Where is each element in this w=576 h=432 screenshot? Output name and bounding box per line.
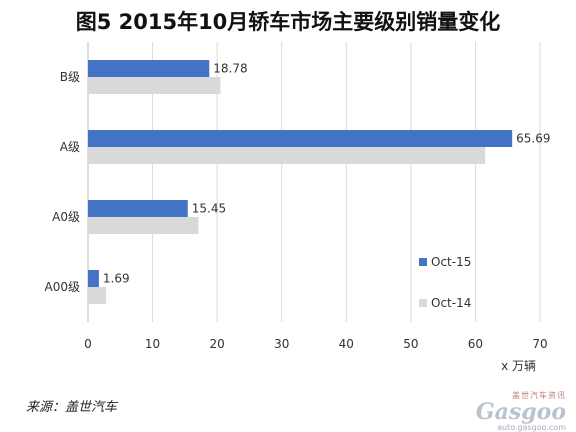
category-label: B级: [60, 70, 80, 84]
legend-label: Oct-15: [431, 255, 471, 269]
data-label: 1.69: [103, 272, 130, 286]
x-tick-label: 10: [145, 337, 160, 351]
bars: [88, 60, 513, 304]
data-labels: 18.78 65.69 15.45 1.69: [103, 62, 551, 286]
legend-swatch: [419, 258, 427, 266]
bar-oct15: [88, 270, 99, 287]
chart-title: 图5 2015年10月轿车市场主要级别销量变化: [75, 10, 501, 34]
watermark-url: auto.gasgoo.com: [497, 423, 566, 432]
x-tick-label: 40: [339, 337, 354, 351]
watermark-logo: Gasgoo: [475, 399, 566, 425]
x-tick-labels: 0 10 20 30 40 50 60 70: [84, 337, 547, 351]
legend-swatch: [419, 299, 427, 307]
source-note: 来源：盖世汽车: [26, 400, 118, 415]
data-label: 15.45: [192, 202, 226, 216]
bar-oct15: [88, 60, 210, 77]
bar-oct14: [88, 77, 221, 94]
category-labels: B级 A级 A0级 A00级: [45, 70, 80, 294]
x-tick-label: 0: [84, 337, 92, 351]
x-tick-label: 70: [532, 337, 547, 351]
category-label: A级: [60, 140, 80, 154]
watermark: 盖世汽车资讯 Gasgoo auto.gasgoo.com: [476, 390, 566, 432]
legend-label: Oct-14: [431, 296, 471, 310]
data-label: 18.78: [213, 62, 247, 76]
x-tick-label: 50: [403, 337, 418, 351]
category-label: A00级: [45, 280, 80, 294]
x-tick-label: 30: [274, 337, 289, 351]
x-tick-label: 60: [468, 337, 483, 351]
bar-oct14: [88, 217, 199, 234]
x-axis-label: x 万辆: [501, 359, 536, 373]
category-label: A0级: [52, 210, 80, 224]
bar-oct15: [88, 130, 513, 147]
x-tick-label: 20: [210, 337, 225, 351]
bar-oct15: [88, 200, 188, 217]
data-label: 65.69: [516, 132, 550, 146]
watermark-cn: 盖世汽车资讯: [512, 391, 566, 400]
bar-oct14: [88, 287, 107, 304]
bar-oct14: [88, 147, 486, 164]
legend: Oct-15 Oct-14: [419, 255, 471, 310]
